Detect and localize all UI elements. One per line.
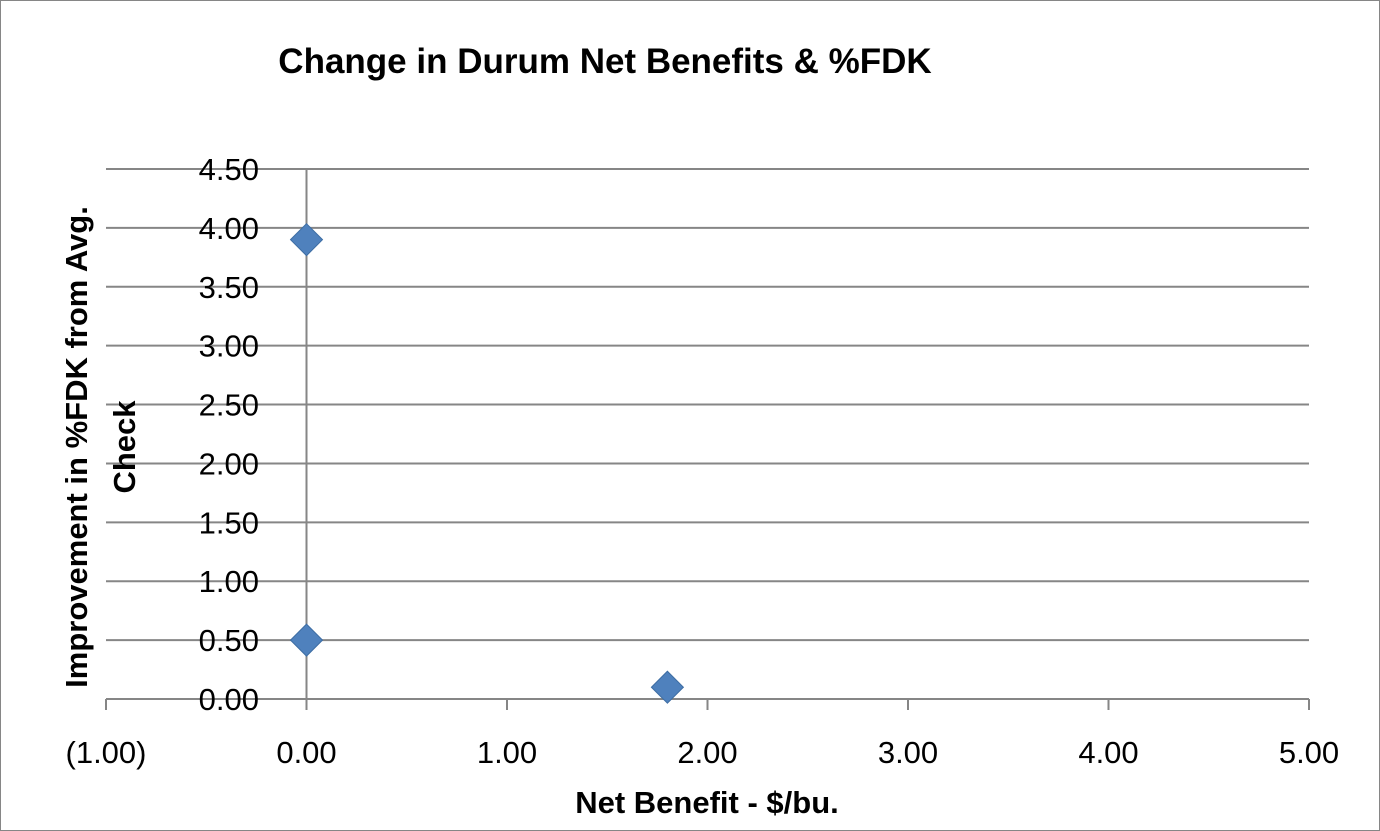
y-tick-label: 2.50 <box>199 388 259 423</box>
data-point <box>289 222 324 257</box>
y-tick-label: 1.00 <box>199 564 259 599</box>
y-axis-title: Improvement in %FDK from Avg. Check <box>59 206 142 688</box>
data-point <box>650 670 685 704</box>
data-point <box>289 623 324 657</box>
x-tick-label: 0.00 <box>276 735 336 770</box>
y-axis-title-line-1: Improvement in %FDK from Avg. <box>59 206 94 688</box>
y-tick-label: 3.50 <box>199 270 259 305</box>
x-tick-label: 1.00 <box>477 735 537 770</box>
y-tick-label: 4.00 <box>199 211 259 246</box>
gridlines <box>106 168 1309 700</box>
x-tick-label: 4.00 <box>1078 735 1138 770</box>
chart-title: Change in Durum Net Benefits & %FDK <box>278 42 931 81</box>
data-points <box>289 222 685 704</box>
x-tick-label: (1.00) <box>66 735 147 770</box>
y-tick-label: 4.50 <box>199 152 259 187</box>
axes <box>105 169 1310 710</box>
y-tick-label: 2.00 <box>199 446 259 481</box>
y-tick-labels: 0.00 0.50 1.00 1.50 2.00 2.50 3.00 3.50 4.00 4.50 <box>199 152 259 717</box>
x-tick-labels: (1.00) 0.00 1.00 2.00 3.00 4.00 5.00 <box>66 735 1340 770</box>
x-tick-label: 2.00 <box>677 735 737 770</box>
x-axis-title: Net Benefit - $/bu. <box>575 785 839 820</box>
y-axis-title-line-2: Check <box>107 400 142 494</box>
y-tick-label: 1.50 <box>199 505 259 540</box>
y-tick-label: 0.50 <box>199 623 259 658</box>
y-tick-label: 0.00 <box>199 682 259 717</box>
x-tick-label: 5.00 <box>1279 735 1339 770</box>
x-tick-label: 3.00 <box>878 735 938 770</box>
y-tick-label: 3.00 <box>199 329 259 364</box>
